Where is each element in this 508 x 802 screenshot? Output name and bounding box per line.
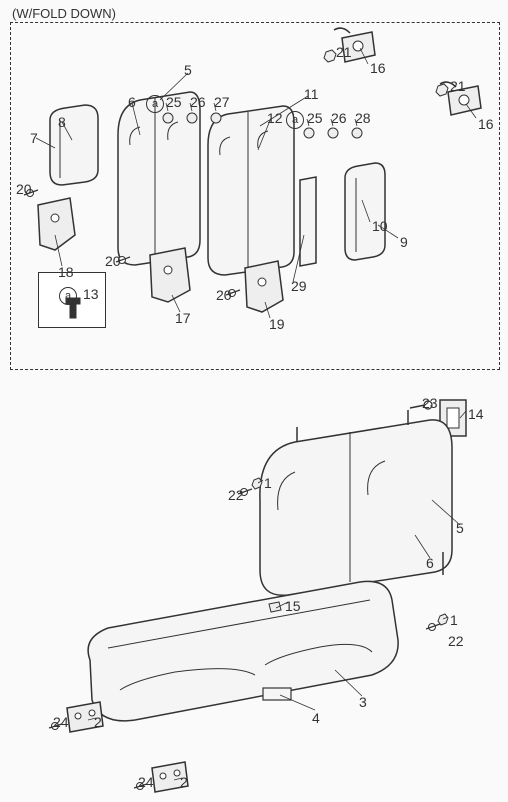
callout-label: 2 bbox=[94, 714, 102, 730]
callout-label: 28 bbox=[355, 110, 371, 126]
callout-label: 19 bbox=[269, 316, 285, 332]
callout-label: 22 bbox=[448, 633, 464, 649]
callout-label: 16 bbox=[370, 60, 386, 76]
callout-label: 26 bbox=[331, 110, 347, 126]
callout-label: 20 bbox=[16, 181, 32, 197]
callout-label: 12 bbox=[267, 110, 283, 126]
callout-label: 10 bbox=[372, 218, 388, 234]
circled-label: a bbox=[286, 110, 304, 129]
diagram-root: (W/FOLD DOWN) bbox=[0, 0, 508, 802]
rear-seat-back bbox=[260, 410, 452, 595]
circled-label: a bbox=[59, 286, 77, 305]
callout-label: 25 bbox=[166, 94, 182, 110]
callout-label: 1 bbox=[264, 475, 272, 491]
callout-label: 21 bbox=[336, 44, 352, 60]
callout-label: 20 bbox=[216, 287, 232, 303]
callout-label: 8 bbox=[58, 114, 66, 130]
callout-label: 29 bbox=[291, 278, 307, 294]
callout-label: 18 bbox=[58, 264, 74, 280]
callout-label: 26 bbox=[190, 94, 206, 110]
callout-label: 24 bbox=[53, 714, 69, 730]
callout-label: 5 bbox=[456, 520, 464, 536]
callout-label: 4 bbox=[312, 710, 320, 726]
callout-label: 11 bbox=[304, 86, 319, 102]
callout-label: 27 bbox=[214, 94, 230, 110]
callout-label: 14 bbox=[468, 406, 484, 422]
callout-label: 25 bbox=[307, 110, 323, 126]
callout-label: 9 bbox=[400, 234, 408, 250]
callout-label: 2 bbox=[180, 774, 188, 790]
callout-label: 17 bbox=[175, 310, 191, 326]
callout-label: 21 bbox=[450, 78, 466, 94]
striker bbox=[440, 400, 466, 436]
callout-label: 6 bbox=[426, 555, 434, 571]
callout-label: 13 bbox=[83, 286, 99, 302]
callout-label: 6 bbox=[128, 94, 136, 110]
callout-label: 23 bbox=[422, 395, 438, 411]
callout-label: 20 bbox=[105, 253, 121, 269]
callout-label: 5 bbox=[184, 62, 192, 78]
circled-label: a bbox=[146, 94, 164, 113]
callout-label: 3 bbox=[359, 694, 367, 710]
diagram-title: (W/FOLD DOWN) bbox=[12, 6, 116, 21]
callout-label: 7 bbox=[30, 130, 38, 146]
callout-label: 15 bbox=[285, 598, 301, 614]
callout-label: 16 bbox=[478, 116, 494, 132]
callout-label: 22 bbox=[228, 487, 244, 503]
callout-label: 1 bbox=[450, 612, 458, 628]
rear-seat-cushion bbox=[88, 581, 398, 720]
callout-label: 24 bbox=[138, 774, 154, 790]
